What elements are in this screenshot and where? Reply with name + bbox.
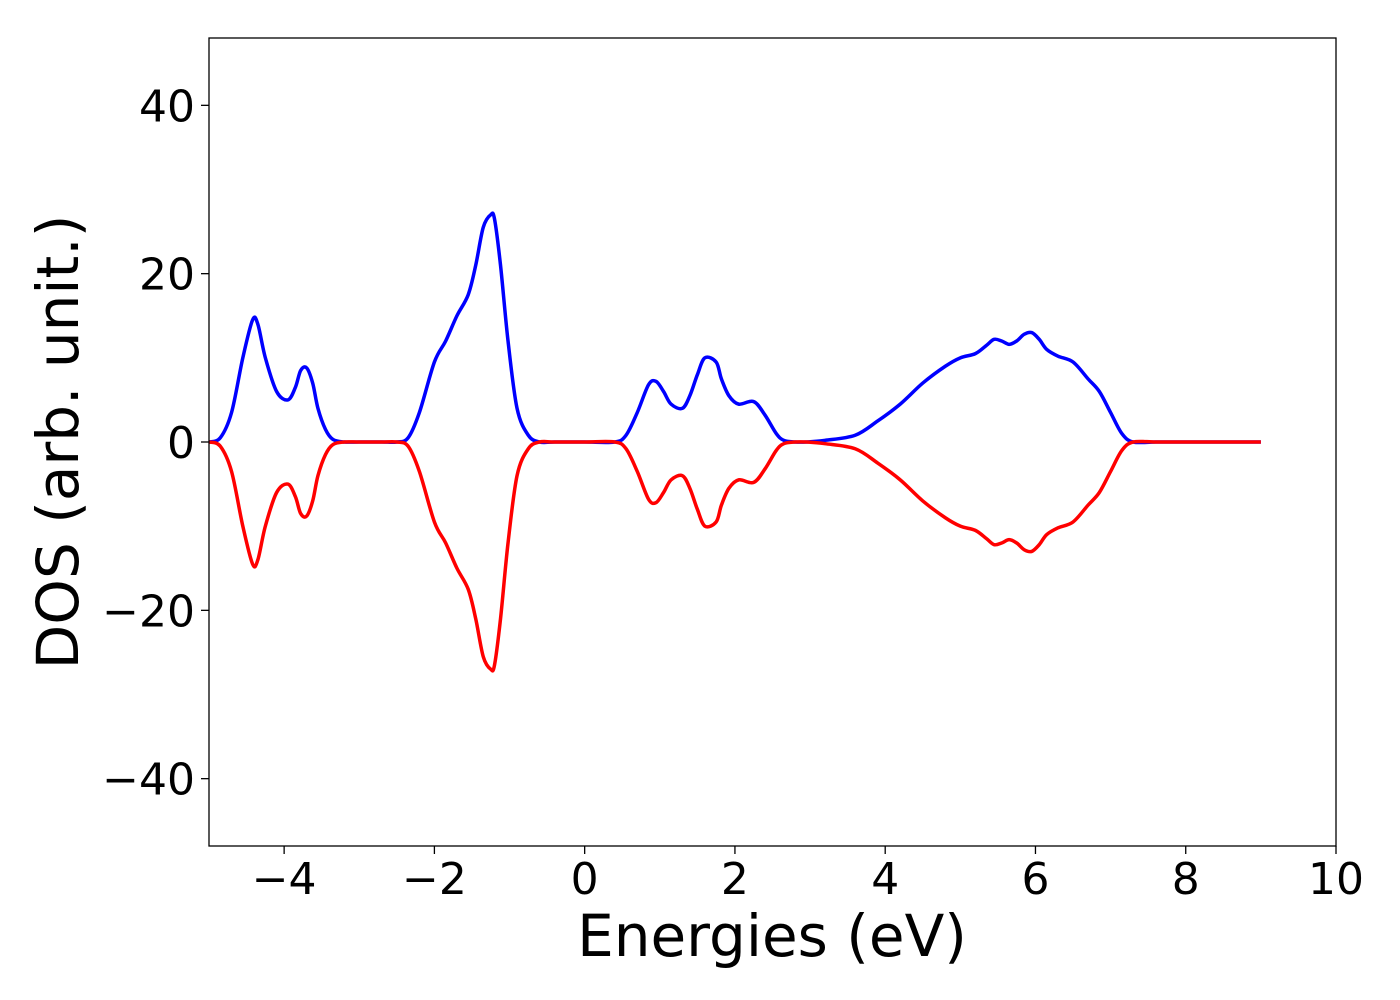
- y-axis: −40 −20 0 20 40: [102, 81, 209, 806]
- y-axis-label: DOS (arb. unit.): [24, 215, 92, 670]
- x-tick-label: −2: [402, 854, 467, 905]
- x-tick-label: 2: [721, 854, 749, 905]
- x-tick-label: 6: [1021, 854, 1049, 905]
- x-axis-label: Energies (eV): [577, 902, 967, 970]
- x-tick-label: 10: [1308, 854, 1364, 905]
- x-axis: −4 −2 0 2 4 6 8 10: [252, 846, 1364, 905]
- y-tick-label: 20: [139, 250, 195, 301]
- plot-area: [208, 211, 1261, 673]
- y-tick-label: −20: [102, 586, 195, 637]
- series-line-red: [208, 439, 1261, 673]
- y-tick-label: 0: [167, 418, 195, 469]
- x-tick-label: 4: [871, 854, 899, 905]
- x-tick-label: −4: [252, 854, 317, 905]
- x-tick-label: 8: [1172, 854, 1200, 905]
- series-line-blue: [208, 211, 1261, 445]
- x-tick-label: 0: [571, 854, 599, 905]
- y-tick-label: −40: [102, 755, 195, 806]
- y-tick-label: 40: [139, 81, 195, 132]
